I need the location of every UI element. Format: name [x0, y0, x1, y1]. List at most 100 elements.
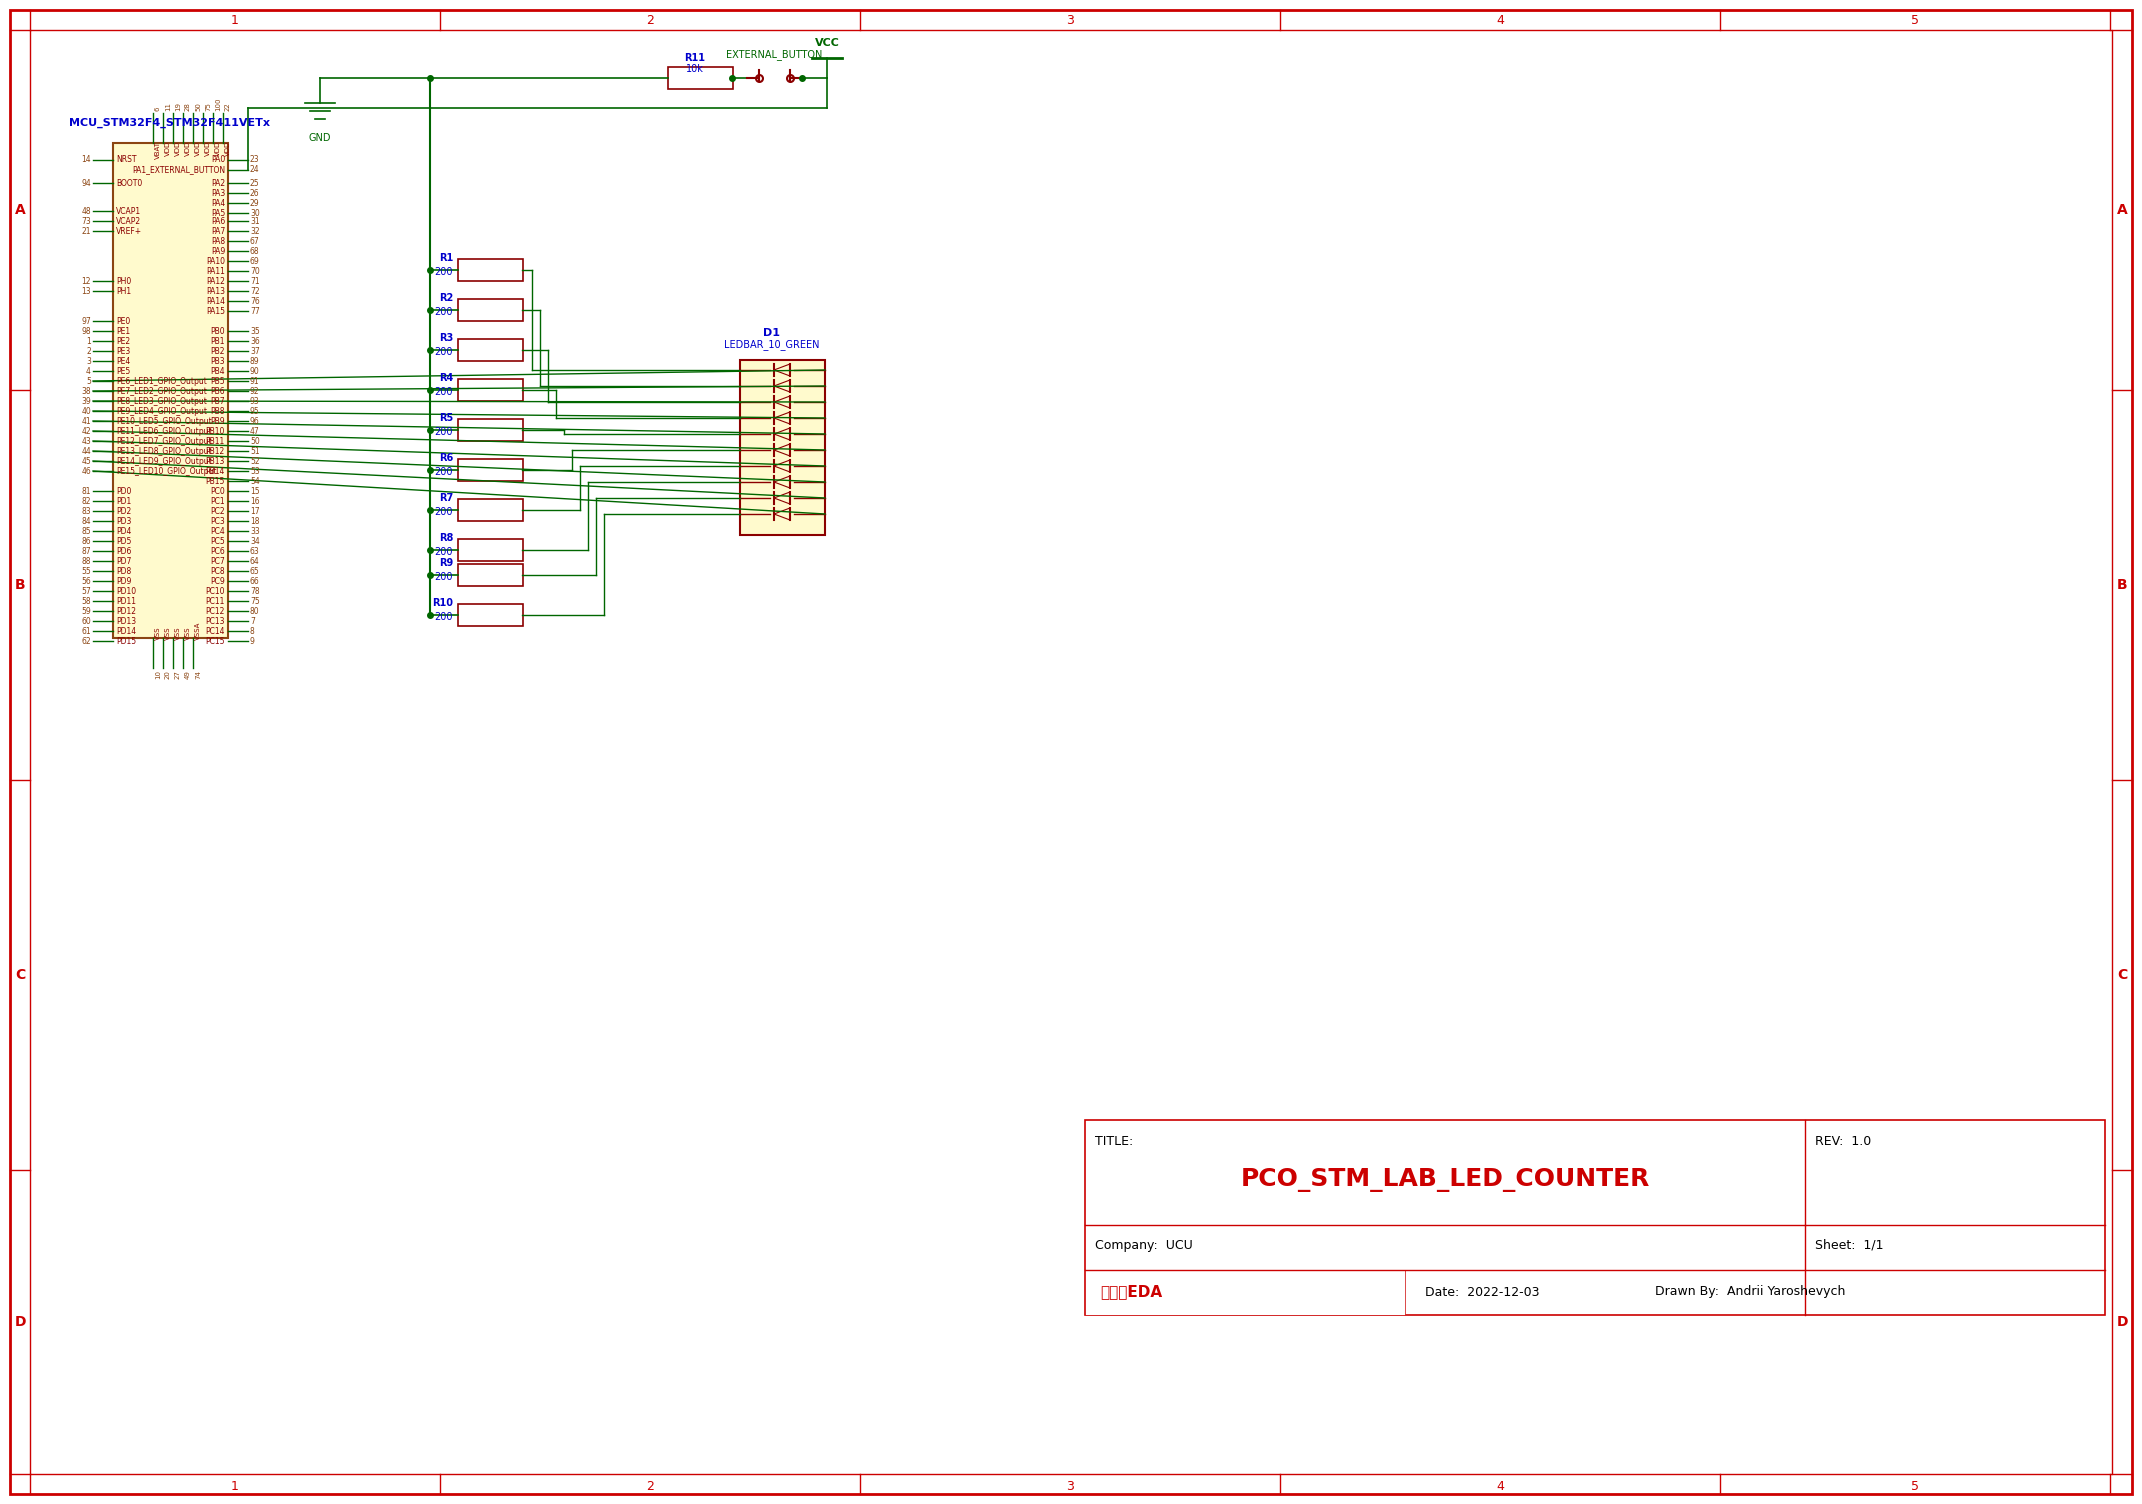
Text: 91: 91 [251, 376, 259, 385]
Text: VBAT: VBAT [154, 141, 161, 159]
Text: R3: R3 [439, 332, 452, 343]
Text: 50: 50 [251, 436, 259, 445]
Text: 88: 88 [81, 556, 90, 566]
Text: 92: 92 [251, 387, 259, 396]
Text: 67: 67 [251, 236, 259, 245]
Text: 47: 47 [251, 427, 259, 436]
Text: 10k: 10k [685, 65, 705, 74]
Text: 80: 80 [251, 606, 259, 615]
Text: PA10: PA10 [206, 257, 225, 266]
Text: PD11: PD11 [116, 597, 135, 606]
Bar [458, 420, 523, 441]
Text: VSS: VSS [176, 627, 182, 641]
Text: 65: 65 [251, 567, 259, 576]
Text: 75: 75 [251, 597, 259, 606]
Text: 39: 39 [81, 397, 90, 406]
Text: 43: 43 [81, 436, 90, 445]
Text: 200: 200 [435, 268, 452, 277]
Text: GND: GND [308, 132, 332, 143]
Text: Drawn By:  Andrii Yaroshevych: Drawn By: Andrii Yaroshevych [1656, 1286, 1846, 1298]
Text: PC11: PC11 [206, 597, 225, 606]
Text: PE4: PE4 [116, 356, 131, 365]
Text: PB11: PB11 [206, 436, 225, 445]
Text: 4: 4 [1495, 14, 1504, 27]
Text: R8: R8 [439, 532, 452, 543]
Text: 62: 62 [81, 636, 90, 645]
Text: PA3: PA3 [210, 188, 225, 197]
Text: VDD: VDD [206, 141, 212, 156]
Text: 17: 17 [251, 507, 259, 516]
Text: PD12: PD12 [116, 606, 135, 615]
Text: VSS: VSS [154, 627, 161, 641]
Text: PB14: PB14 [206, 466, 225, 475]
Text: 40: 40 [81, 406, 90, 415]
Text: 200: 200 [435, 547, 452, 556]
Text: Company:  UCU: Company: UCU [1095, 1238, 1193, 1251]
Text: 20: 20 [165, 669, 171, 678]
Text: 23: 23 [251, 155, 259, 164]
Text: PD2: PD2 [116, 507, 131, 516]
Text: 64: 64 [251, 556, 259, 566]
Text: PC15: PC15 [206, 636, 225, 645]
Bar [1086, 1269, 1405, 1314]
Text: 32: 32 [251, 227, 259, 236]
Text: PE2: PE2 [116, 337, 131, 346]
Text: 200: 200 [435, 572, 452, 582]
Text: 59: 59 [81, 606, 90, 615]
Text: PB10: PB10 [206, 427, 225, 436]
Text: VSS: VSS [165, 627, 171, 641]
Text: 10: 10 [154, 669, 161, 678]
Text: 94: 94 [81, 179, 90, 188]
Text: PB2: PB2 [210, 346, 225, 355]
Text: 5: 5 [1911, 1480, 1919, 1492]
Text: PC2: PC2 [210, 507, 225, 516]
Text: 18: 18 [251, 516, 259, 525]
Text: 56: 56 [81, 576, 90, 585]
Text: VCAP2: VCAP2 [116, 217, 141, 226]
Text: R10: R10 [433, 599, 452, 608]
Text: PA11: PA11 [206, 266, 225, 275]
Bar [458, 259, 523, 281]
Text: 50: 50 [195, 102, 201, 111]
Text: 21: 21 [81, 227, 90, 236]
Text: B: B [15, 578, 26, 593]
Text: VDD: VDD [225, 141, 231, 156]
Text: PE15_LED10_GPIO_Output: PE15_LED10_GPIO_Output [116, 466, 216, 475]
Text: 70: 70 [251, 266, 259, 275]
Bar [668, 68, 733, 89]
Text: B: B [2116, 578, 2127, 593]
Text: VCC: VCC [814, 38, 840, 48]
Text: 42: 42 [81, 427, 90, 436]
Bar [458, 379, 523, 402]
Text: PD7: PD7 [116, 556, 131, 566]
Bar [739, 359, 825, 535]
Text: 86: 86 [81, 537, 90, 546]
Text: PD0: PD0 [116, 486, 131, 495]
Text: PB1: PB1 [210, 337, 225, 346]
Text: PA1_EXTERNAL_BUTTON: PA1_EXTERNAL_BUTTON [133, 165, 225, 174]
Text: 98: 98 [81, 326, 90, 335]
Text: PD9: PD9 [116, 576, 131, 585]
Text: PE14_LED9_GPIO_Output: PE14_LED9_GPIO_Output [116, 457, 212, 466]
Text: 72: 72 [251, 286, 259, 295]
Text: PB15: PB15 [206, 477, 225, 486]
Text: PA5: PA5 [210, 209, 225, 218]
Text: 45: 45 [81, 457, 90, 466]
Text: 6: 6 [154, 107, 161, 111]
Text: 31: 31 [251, 217, 259, 226]
Text: PC3: PC3 [210, 516, 225, 525]
Text: PA9: PA9 [210, 247, 225, 256]
Text: PC7: PC7 [210, 556, 225, 566]
Text: A: A [2116, 203, 2127, 217]
Text: PA2: PA2 [210, 179, 225, 188]
Text: PH0: PH0 [116, 277, 131, 286]
Text: 8: 8 [251, 627, 255, 636]
Text: REV:  1.0: REV: 1.0 [1814, 1136, 1872, 1148]
Text: 83: 83 [81, 507, 90, 516]
Text: 89: 89 [251, 356, 259, 365]
Text: 95: 95 [251, 406, 259, 415]
Text: 100: 100 [214, 98, 221, 111]
Text: VSS: VSS [184, 627, 191, 641]
Text: 29: 29 [251, 199, 259, 208]
Text: PC1: PC1 [210, 496, 225, 505]
